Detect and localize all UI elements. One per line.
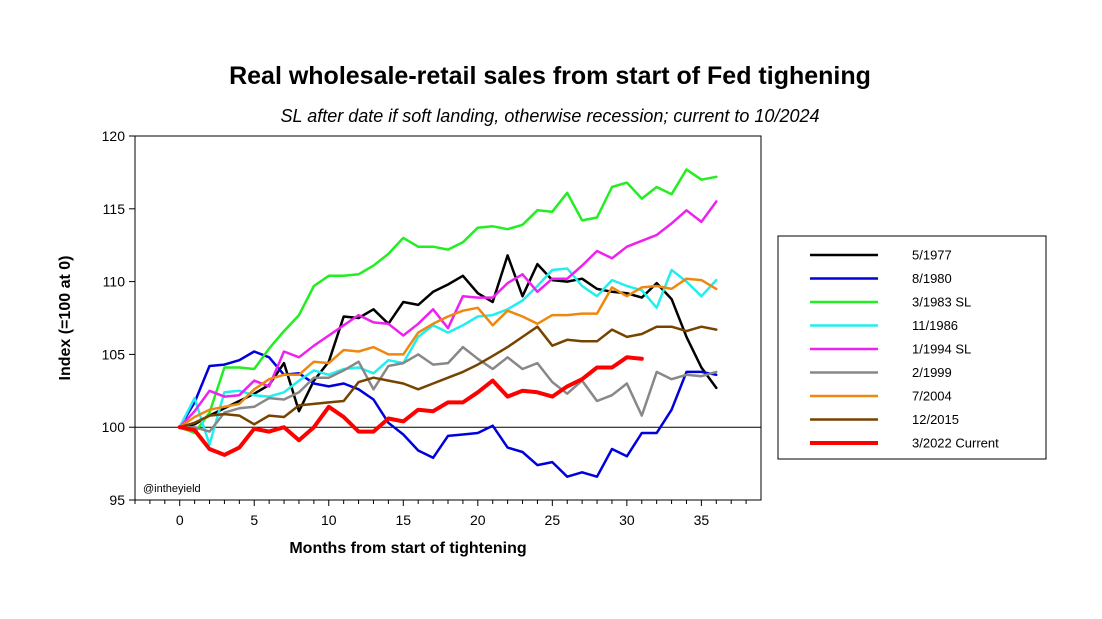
x-tick-label: 5	[250, 512, 258, 528]
x-tick-label: 10	[321, 512, 337, 528]
y-tick-label: 105	[102, 346, 126, 362]
series-line-8-1980	[178, 350, 718, 478]
x-axis-label: Months from start of tightening	[289, 540, 526, 557]
y-tick-label: 110	[103, 274, 126, 290]
credit-text: @intheyield	[143, 483, 201, 495]
legend-label-5-1977: 5/1977	[912, 248, 952, 263]
y-tick-label: 120	[102, 128, 126, 144]
x-tick-label: 20	[470, 512, 486, 528]
series-line-12-2015	[178, 325, 718, 429]
legend-label-1-1994-sl: 1/1994 SL	[912, 342, 971, 357]
legend-label-11-1986: 11/1986	[912, 318, 958, 333]
y-tick-label: 95	[109, 492, 125, 508]
x-tick-label: 25	[545, 512, 561, 528]
series-line-11-1986	[178, 267, 718, 446]
legend-label-7-2004: 7/2004	[912, 389, 952, 404]
legend: 5/1977 8/1980 3/1983 SL 11/1986 1/1994 SL 2/1…	[777, 235, 1047, 460]
y-axis: 95 100 105 110 115 120	[102, 128, 135, 508]
series-line-2-1999	[178, 345, 718, 433]
legend-label-3-1983-sl: 3/1983 SL	[912, 295, 971, 310]
x-tick-label: 30	[619, 512, 635, 528]
x-tick-label: 35	[694, 512, 710, 528]
chart-subtitle: SL after date if soft landing, otherwise…	[281, 106, 820, 126]
y-axis-label: Index (=100 at 0)	[57, 256, 74, 381]
legend-label-2-1999: 2/1999	[912, 365, 952, 380]
x-axis: 0 5 10 15 20 25 30 35	[134, 500, 747, 528]
legend-box	[777, 235, 1047, 460]
series-lines	[177, 168, 718, 478]
y-tick-label: 100	[102, 419, 126, 435]
x-tick-label: 0	[176, 512, 184, 528]
x-tick-label: 15	[395, 512, 411, 528]
series-line-7-2004	[178, 277, 718, 429]
chart-title: Real wholesale-retail sales from start o…	[229, 62, 871, 90]
legend-label-12-2015: 12/2015	[912, 412, 959, 427]
plot-area	[134, 135, 762, 501]
y-tick-label: 115	[103, 201, 126, 217]
legend-label-3-2022-current: 3/2022 Current	[912, 436, 999, 451]
series-line-3-2022-current	[177, 355, 644, 457]
legend-label-8-1980: 8/1980	[912, 271, 952, 286]
series-line-3-1983-sl	[178, 168, 718, 435]
series-line-1-1994-sl	[178, 200, 718, 429]
